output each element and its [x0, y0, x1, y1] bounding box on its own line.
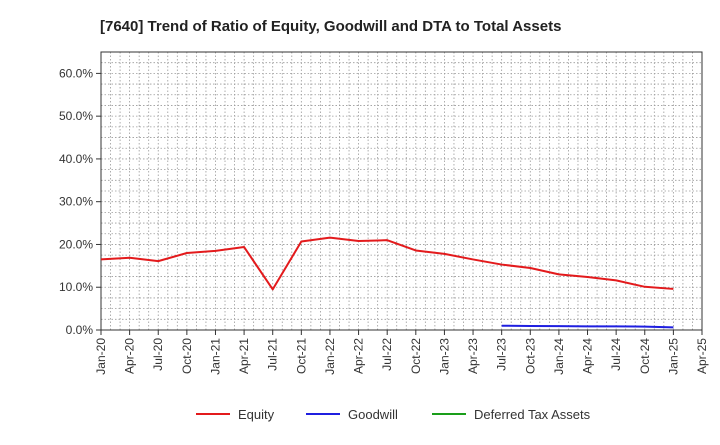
x-tick-label: Oct-23: [523, 338, 537, 374]
x-tick-label: Jan-23: [437, 338, 451, 375]
y-tick-label: 10.0%: [59, 280, 93, 294]
axes: 0.0% 10.0% 20.0% 30.0% 40.0% 50.0% 60.0% Jan-20…: [59, 51, 709, 375]
x-tick-label: Oct-24: [638, 338, 652, 374]
grid: [100, 51, 703, 331]
x-tick-label: Jul-22: [380, 338, 394, 371]
x-tick-label: Jan-25: [666, 338, 680, 375]
x-tick-label: Jan-21: [208, 338, 222, 375]
x-tick-label: Oct-21: [294, 338, 308, 374]
x-tick-label: Oct-22: [409, 338, 423, 374]
x-tick-label: Jan-20: [94, 338, 108, 375]
x-tick-label: Jul-24: [609, 338, 623, 371]
x-tick-label: Apr-23: [466, 338, 480, 374]
chart-title: [7640] Trend of Ratio of Equity, Goodwil…: [100, 18, 561, 35]
series-lines: [100, 236, 674, 329]
x-tick-label: Apr-22: [352, 338, 366, 374]
legend-label-equity: Equity: [238, 407, 275, 422]
x-tick-label: Jul-23: [495, 338, 509, 371]
y-tick-label: 30.0%: [59, 195, 93, 209]
y-tick-label: 40.0%: [59, 152, 93, 166]
x-tick-label: Apr-25: [695, 338, 709, 374]
plot-area-border: [100, 51, 703, 331]
x-tick-label: Jan-22: [323, 338, 337, 375]
x-tick-label: Apr-24: [581, 338, 595, 374]
x-tick-label: Apr-21: [237, 338, 251, 374]
y-tick-label: 20.0%: [59, 237, 93, 251]
x-tick-label: Jul-21: [266, 338, 280, 371]
legend: Equity Goodwill Deferred Tax Assets: [196, 407, 591, 422]
series-line-goodwill: [501, 324, 674, 329]
series-line-equity: [100, 236, 674, 291]
legend-label-deferred-tax-assets: Deferred Tax Assets: [474, 407, 591, 422]
y-tick-label: 0.0%: [66, 323, 94, 337]
x-tick-label: Apr-20: [123, 338, 137, 374]
x-tick-label: Jul-20: [151, 338, 165, 371]
x-tick-label: Jan-24: [552, 338, 566, 375]
y-tick-label: 50.0%: [59, 109, 93, 123]
legend-label-goodwill: Goodwill: [348, 407, 398, 422]
y-tick-label: 60.0%: [59, 66, 93, 80]
x-tick-label: Oct-20: [180, 338, 194, 374]
